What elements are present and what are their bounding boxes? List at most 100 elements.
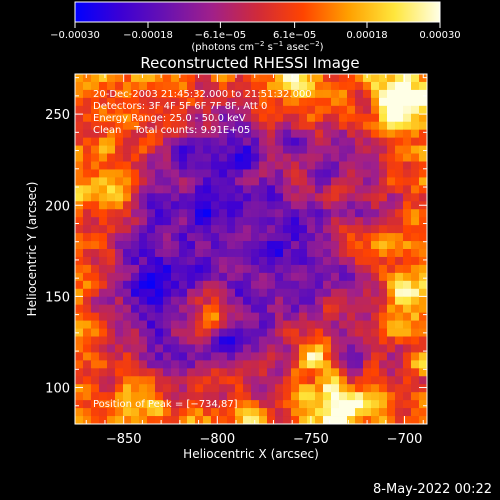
heatmap-cell: [291, 408, 300, 417]
heatmap-cell: [331, 320, 340, 329]
heatmap-cell: [403, 145, 412, 154]
heatmap-cell: [307, 320, 316, 329]
heatmap-cell: [179, 137, 188, 146]
heatmap-cell: [259, 145, 268, 154]
heatmap-cell: [395, 352, 404, 361]
heatmap-cell: [259, 105, 268, 115]
heatmap-cell: [363, 264, 372, 274]
heatmap-cell: [267, 113, 276, 123]
heatmap-cell: [379, 304, 388, 314]
heatmap-cell: [267, 145, 276, 154]
heatmap-cell: [411, 376, 420, 385]
heatmap-cell: [291, 416, 300, 425]
heatmap-cell: [75, 296, 84, 306]
heatmap-cell: [323, 129, 332, 139]
heatmap-cell: [363, 105, 372, 115]
heatmap-cell: [339, 105, 348, 115]
heatmap-cell: [387, 137, 396, 146]
heatmap-cell: [347, 272, 356, 282]
heatmap-cell: [227, 320, 236, 329]
heatmap-cell: [275, 145, 284, 154]
heatmap-cell: [211, 392, 220, 401]
heatmap-cell: [147, 145, 156, 154]
heatmap-cell: [227, 225, 236, 234]
x-tick-label: −700: [387, 432, 423, 447]
heatmap-cell: [115, 177, 124, 186]
heatmap-cell: [107, 376, 116, 385]
heatmap-cell: [371, 249, 380, 258]
heatmap-cell: [395, 145, 404, 154]
heatmap-cell: [395, 296, 404, 306]
heatmap-cell: [91, 408, 100, 417]
heatmap-cell: [371, 256, 380, 266]
heatmap-cell: [347, 328, 356, 337]
heatmap-cell: [75, 81, 84, 91]
heatmap-cell: [179, 352, 188, 361]
heatmap-cell: [419, 169, 428, 178]
heatmap-cell: [115, 408, 124, 417]
heatmap-cell: [211, 304, 220, 314]
heatmap-cell: [227, 280, 236, 290]
heatmap-cell: [107, 312, 116, 321]
heatmap-cell: [331, 169, 340, 178]
heatmap-cell: [363, 145, 372, 154]
heatmap-cell: [115, 137, 124, 146]
heatmap-cell: [403, 105, 412, 115]
heatmap-cell: [323, 352, 332, 361]
heatmap-cell: [379, 249, 388, 258]
heatmap-cell: [187, 392, 196, 401]
heatmap-cell: [387, 169, 396, 178]
heatmap-cell: [259, 336, 268, 345]
heatmap-cell: [147, 201, 156, 210]
heatmap-cell: [139, 74, 148, 83]
heatmap-cell: [107, 336, 116, 345]
heatmap-cell: [419, 145, 428, 154]
heatmap-cell: [163, 352, 172, 361]
heatmap-cell: [227, 217, 236, 226]
heatmap-cell: [363, 392, 372, 401]
heatmap-cell: [331, 264, 340, 274]
heatmap-cell: [83, 320, 92, 329]
heatmap-cell: [171, 225, 180, 234]
heatmap-cell: [219, 225, 228, 234]
heatmap-cell: [203, 241, 212, 250]
heatmap-cell: [147, 384, 156, 393]
heatmap-cell: [203, 400, 212, 409]
heatmap-cell: [331, 241, 340, 250]
heatmap-cell: [363, 153, 372, 162]
heatmap-cell: [395, 336, 404, 345]
heatmap-cell: [267, 169, 276, 178]
heatmap-cell: [83, 400, 92, 409]
heatmap-cell: [171, 392, 180, 401]
heatmap-cell: [267, 272, 276, 282]
heatmap-cell: [211, 193, 220, 202]
heatmap-cell: [75, 416, 84, 425]
heatmap-cell: [251, 161, 260, 170]
heatmap-cell: [379, 145, 388, 154]
heatmap-cell: [115, 145, 124, 154]
heatmap-cell: [363, 408, 372, 417]
heatmap-cell: [235, 137, 244, 146]
heatmap-cell: [187, 344, 196, 353]
heatmap-cell: [355, 74, 364, 83]
heatmap-cell: [371, 241, 380, 250]
heatmap-cell: [83, 352, 92, 361]
heatmap-cell: [339, 344, 348, 353]
heatmap-cell: [315, 225, 324, 234]
heatmap-cell: [243, 161, 252, 170]
heatmap-cell: [307, 153, 316, 162]
heatmap-cell: [267, 225, 276, 234]
heatmap-cell: [331, 384, 340, 393]
heatmap-cell: [179, 249, 188, 258]
heatmap-cell: [139, 256, 148, 266]
heatmap-cell: [347, 81, 356, 91]
heatmap-cell: [139, 336, 148, 345]
heatmap-cell: [107, 153, 116, 162]
heatmap-cell: [355, 392, 364, 401]
footer-timestamp: 8-May-2022 00:22: [373, 482, 492, 497]
heatmap-cell: [411, 249, 420, 258]
heatmap-cell: [139, 416, 148, 425]
heatmap-cell: [371, 81, 380, 91]
heatmap-cell: [395, 225, 404, 234]
heatmap-cell: [331, 209, 340, 218]
